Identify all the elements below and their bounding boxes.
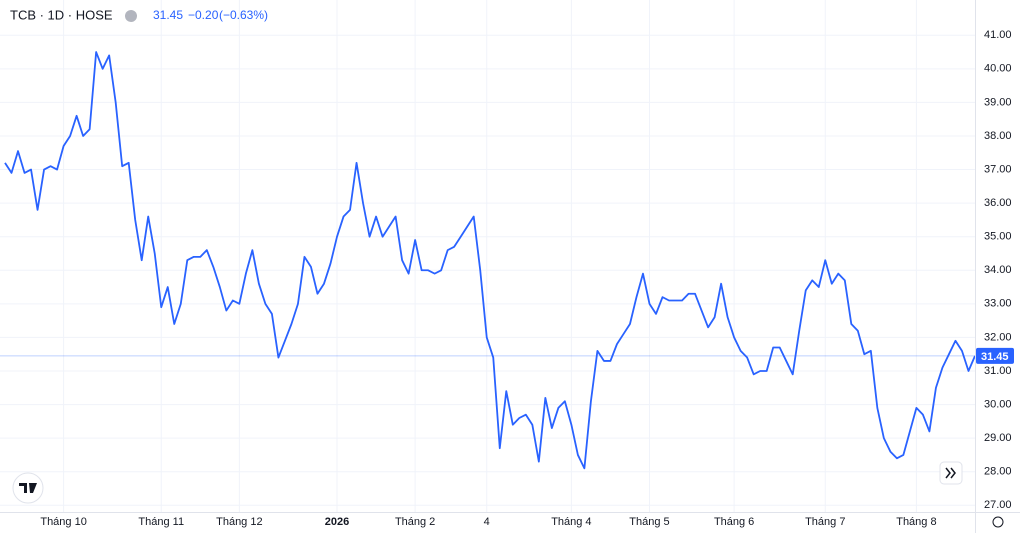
- x-tick-label: Tháng 10: [40, 516, 86, 528]
- settings-icon[interactable]: [992, 516, 1004, 528]
- x-tick-label: Tháng 4: [551, 516, 591, 528]
- y-tick-label: 41.00: [984, 29, 1012, 41]
- y-tick-label: 32.00: [984, 331, 1012, 343]
- y-tick-label: 29.00: [984, 432, 1012, 444]
- scroll-icon: [945, 467, 956, 479]
- x-tick-label: Tháng 6: [714, 516, 754, 528]
- price-line: [4, 51, 976, 470]
- price-change-pct: (−0.63%): [219, 8, 268, 22]
- x-tick-label: Tháng 12: [216, 516, 262, 528]
- y-tick-label: 33.00: [984, 298, 1012, 310]
- y-tick-label: 36.00: [984, 197, 1012, 209]
- last-price-tag: [976, 347, 1014, 364]
- last-price: 31.45: [153, 8, 183, 22]
- x-tick-label: Tháng 5: [629, 516, 669, 528]
- y-tick-label: 40.00: [984, 63, 1012, 75]
- y-tick-label: 39.00: [984, 96, 1012, 108]
- last-price-tag-label: 31.45: [981, 351, 1009, 363]
- tv-logo[interactable]: [12, 472, 44, 504]
- y-tick-label: 37.00: [984, 163, 1012, 175]
- x-tick-label: Tháng 8: [896, 516, 936, 528]
- x-tick-label: 2026: [325, 516, 349, 528]
- y-tick-label: 30.00: [984, 398, 1012, 410]
- x-tick-label: Tháng 2: [395, 516, 435, 528]
- logo-shape: [19, 483, 37, 493]
- symbol-title: TCB · 1D · HOSE: [10, 7, 113, 22]
- y-tick-label: 31.00: [984, 365, 1012, 377]
- y-tick-label: 34.00: [984, 264, 1012, 276]
- logo-bg: [12, 472, 44, 504]
- y-tick-label: 35.00: [984, 231, 1012, 243]
- x-tick-label: Tháng 11: [138, 516, 184, 528]
- price-change: −0.20: [188, 8, 219, 22]
- grid: [0, 0, 975, 512]
- y-tick-label: 28.00: [984, 466, 1012, 478]
- x-tick-label: 4: [484, 516, 490, 528]
- status-dot: [125, 10, 137, 22]
- plot: [0, 51, 976, 470]
- y-tick-label: 38.00: [984, 130, 1012, 142]
- y-tick-label: 27.00: [984, 499, 1012, 511]
- scroll-button[interactable]: [939, 461, 963, 485]
- x-tick-label: Tháng 7: [805, 516, 845, 528]
- scroll-button-bg: [939, 461, 963, 485]
